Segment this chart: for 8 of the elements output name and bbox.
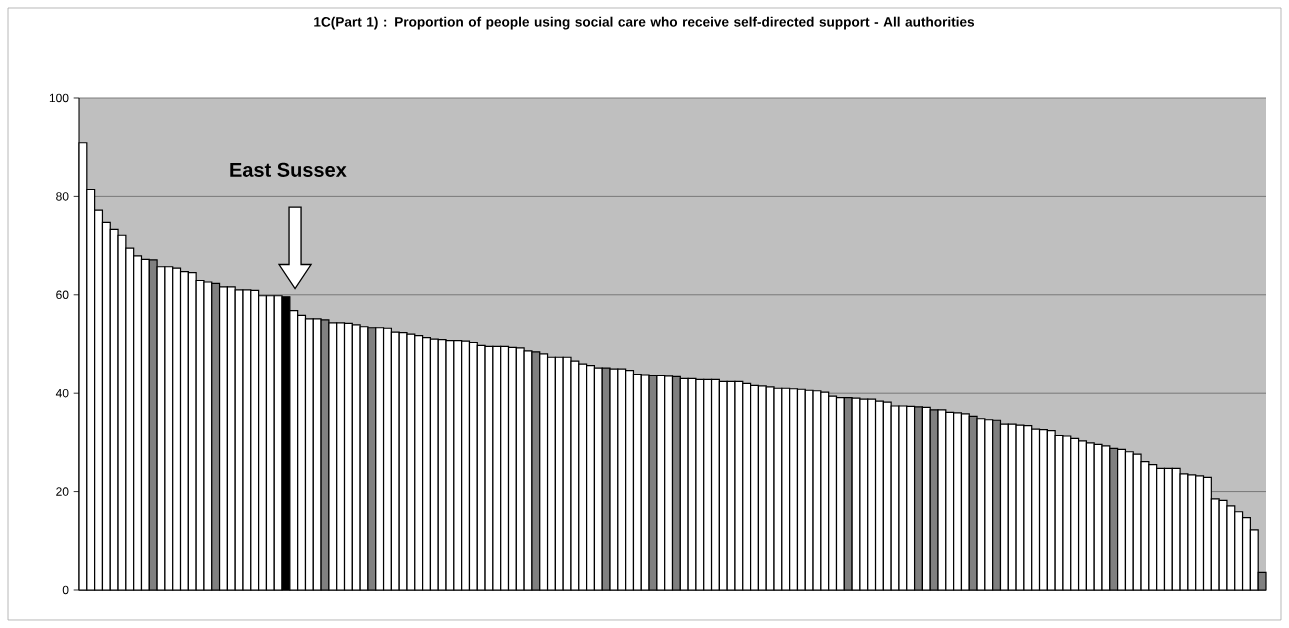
y-tick-label: 20 <box>56 487 69 496</box>
y-tick-label: 80 <box>56 192 69 201</box>
y-tick-label: 60 <box>56 290 69 300</box>
y-tick-label: 100 <box>49 93 69 103</box>
y-tick-label: 40 <box>55 388 69 398</box>
annotation: East Sussex <box>230 162 347 177</box>
chart-title: 1C(Part 1) : Proportion of people using social care who receive self-directed support - All authorities <box>314 16 975 30</box>
y-tick-label: 0 <box>62 585 69 595</box>
